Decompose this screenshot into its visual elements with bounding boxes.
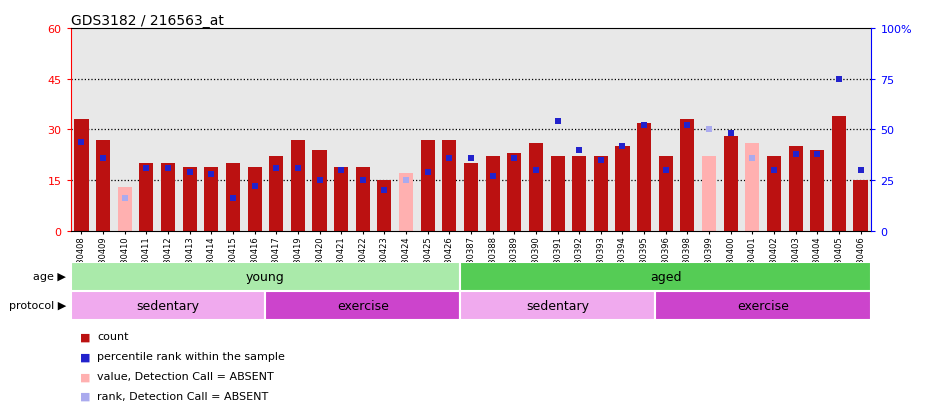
Point: [117, 196, 132, 202]
Point: [485, 173, 500, 180]
Point: [680, 123, 695, 129]
Bar: [248, 167, 262, 231]
Point: [528, 167, 544, 174]
Bar: [507, 154, 521, 231]
Point: [312, 177, 327, 184]
Text: ■: ■: [80, 371, 90, 381]
Bar: [399, 174, 414, 231]
Text: exercise: exercise: [738, 299, 789, 312]
Text: young: young: [246, 270, 284, 283]
Point: [182, 169, 197, 176]
Point: [160, 165, 175, 172]
Bar: [723, 137, 738, 231]
Bar: [788, 147, 803, 231]
Point: [507, 155, 522, 162]
Bar: [71, 291, 266, 320]
Text: GDS3182 / 216563_at: GDS3182 / 216563_at: [71, 14, 223, 28]
Point: [832, 76, 847, 83]
Bar: [680, 120, 694, 231]
Bar: [71, 262, 461, 291]
Point: [355, 177, 370, 184]
Bar: [655, 291, 871, 320]
Bar: [183, 167, 197, 231]
Bar: [269, 157, 284, 231]
Bar: [464, 164, 478, 231]
Point: [463, 155, 479, 162]
Text: value, Detection Call = ABSENT: value, Detection Call = ABSENT: [97, 371, 274, 381]
Point: [398, 177, 414, 184]
Bar: [96, 140, 110, 231]
Bar: [204, 167, 219, 231]
Point: [95, 155, 110, 162]
Point: [333, 167, 349, 174]
Point: [442, 155, 457, 162]
Point: [73, 139, 89, 145]
Bar: [745, 144, 759, 231]
Text: count: count: [97, 332, 128, 342]
Text: ■: ■: [80, 351, 90, 361]
Bar: [550, 157, 564, 231]
Text: ■: ■: [80, 391, 90, 401]
Bar: [637, 123, 651, 231]
Point: [138, 165, 154, 172]
Bar: [443, 140, 456, 231]
Bar: [74, 120, 89, 231]
Bar: [421, 140, 435, 231]
Bar: [118, 188, 132, 231]
Bar: [334, 167, 349, 231]
Bar: [658, 157, 673, 231]
Bar: [593, 157, 608, 231]
Bar: [378, 180, 392, 231]
Point: [702, 127, 717, 133]
Point: [637, 123, 652, 129]
Bar: [266, 291, 461, 320]
Text: protocol ▶: protocol ▶: [8, 301, 66, 311]
Point: [550, 119, 565, 125]
Bar: [313, 150, 327, 231]
Text: aged: aged: [650, 270, 681, 283]
Bar: [486, 157, 499, 231]
Point: [788, 151, 804, 158]
Text: age ▶: age ▶: [33, 272, 66, 282]
Bar: [528, 144, 543, 231]
Point: [377, 188, 392, 194]
Point: [767, 167, 782, 174]
Bar: [356, 167, 370, 231]
Text: exercise: exercise: [337, 299, 389, 312]
Text: sedentary: sedentary: [526, 299, 589, 312]
Point: [658, 167, 674, 174]
Point: [615, 143, 630, 150]
Text: sedentary: sedentary: [137, 299, 200, 312]
Point: [572, 147, 587, 154]
Point: [593, 157, 609, 164]
Text: ■: ■: [80, 332, 90, 342]
Text: percentile rank within the sample: percentile rank within the sample: [97, 351, 284, 361]
Point: [290, 165, 305, 172]
Bar: [291, 140, 305, 231]
Point: [723, 131, 739, 138]
Bar: [161, 164, 175, 231]
Point: [247, 183, 262, 190]
Point: [810, 151, 825, 158]
Bar: [572, 157, 586, 231]
Bar: [139, 164, 154, 231]
Bar: [767, 157, 781, 231]
Bar: [461, 291, 655, 320]
Point: [745, 155, 760, 162]
Point: [420, 169, 435, 176]
Bar: [702, 157, 716, 231]
Bar: [226, 164, 240, 231]
Point: [853, 167, 869, 174]
Point: [225, 196, 240, 202]
Bar: [810, 150, 824, 231]
Bar: [615, 147, 629, 231]
Bar: [461, 262, 871, 291]
Bar: [853, 180, 868, 231]
Point: [203, 171, 219, 178]
Bar: [832, 116, 846, 231]
Point: [268, 165, 284, 172]
Text: rank, Detection Call = ABSENT: rank, Detection Call = ABSENT: [97, 391, 268, 401]
